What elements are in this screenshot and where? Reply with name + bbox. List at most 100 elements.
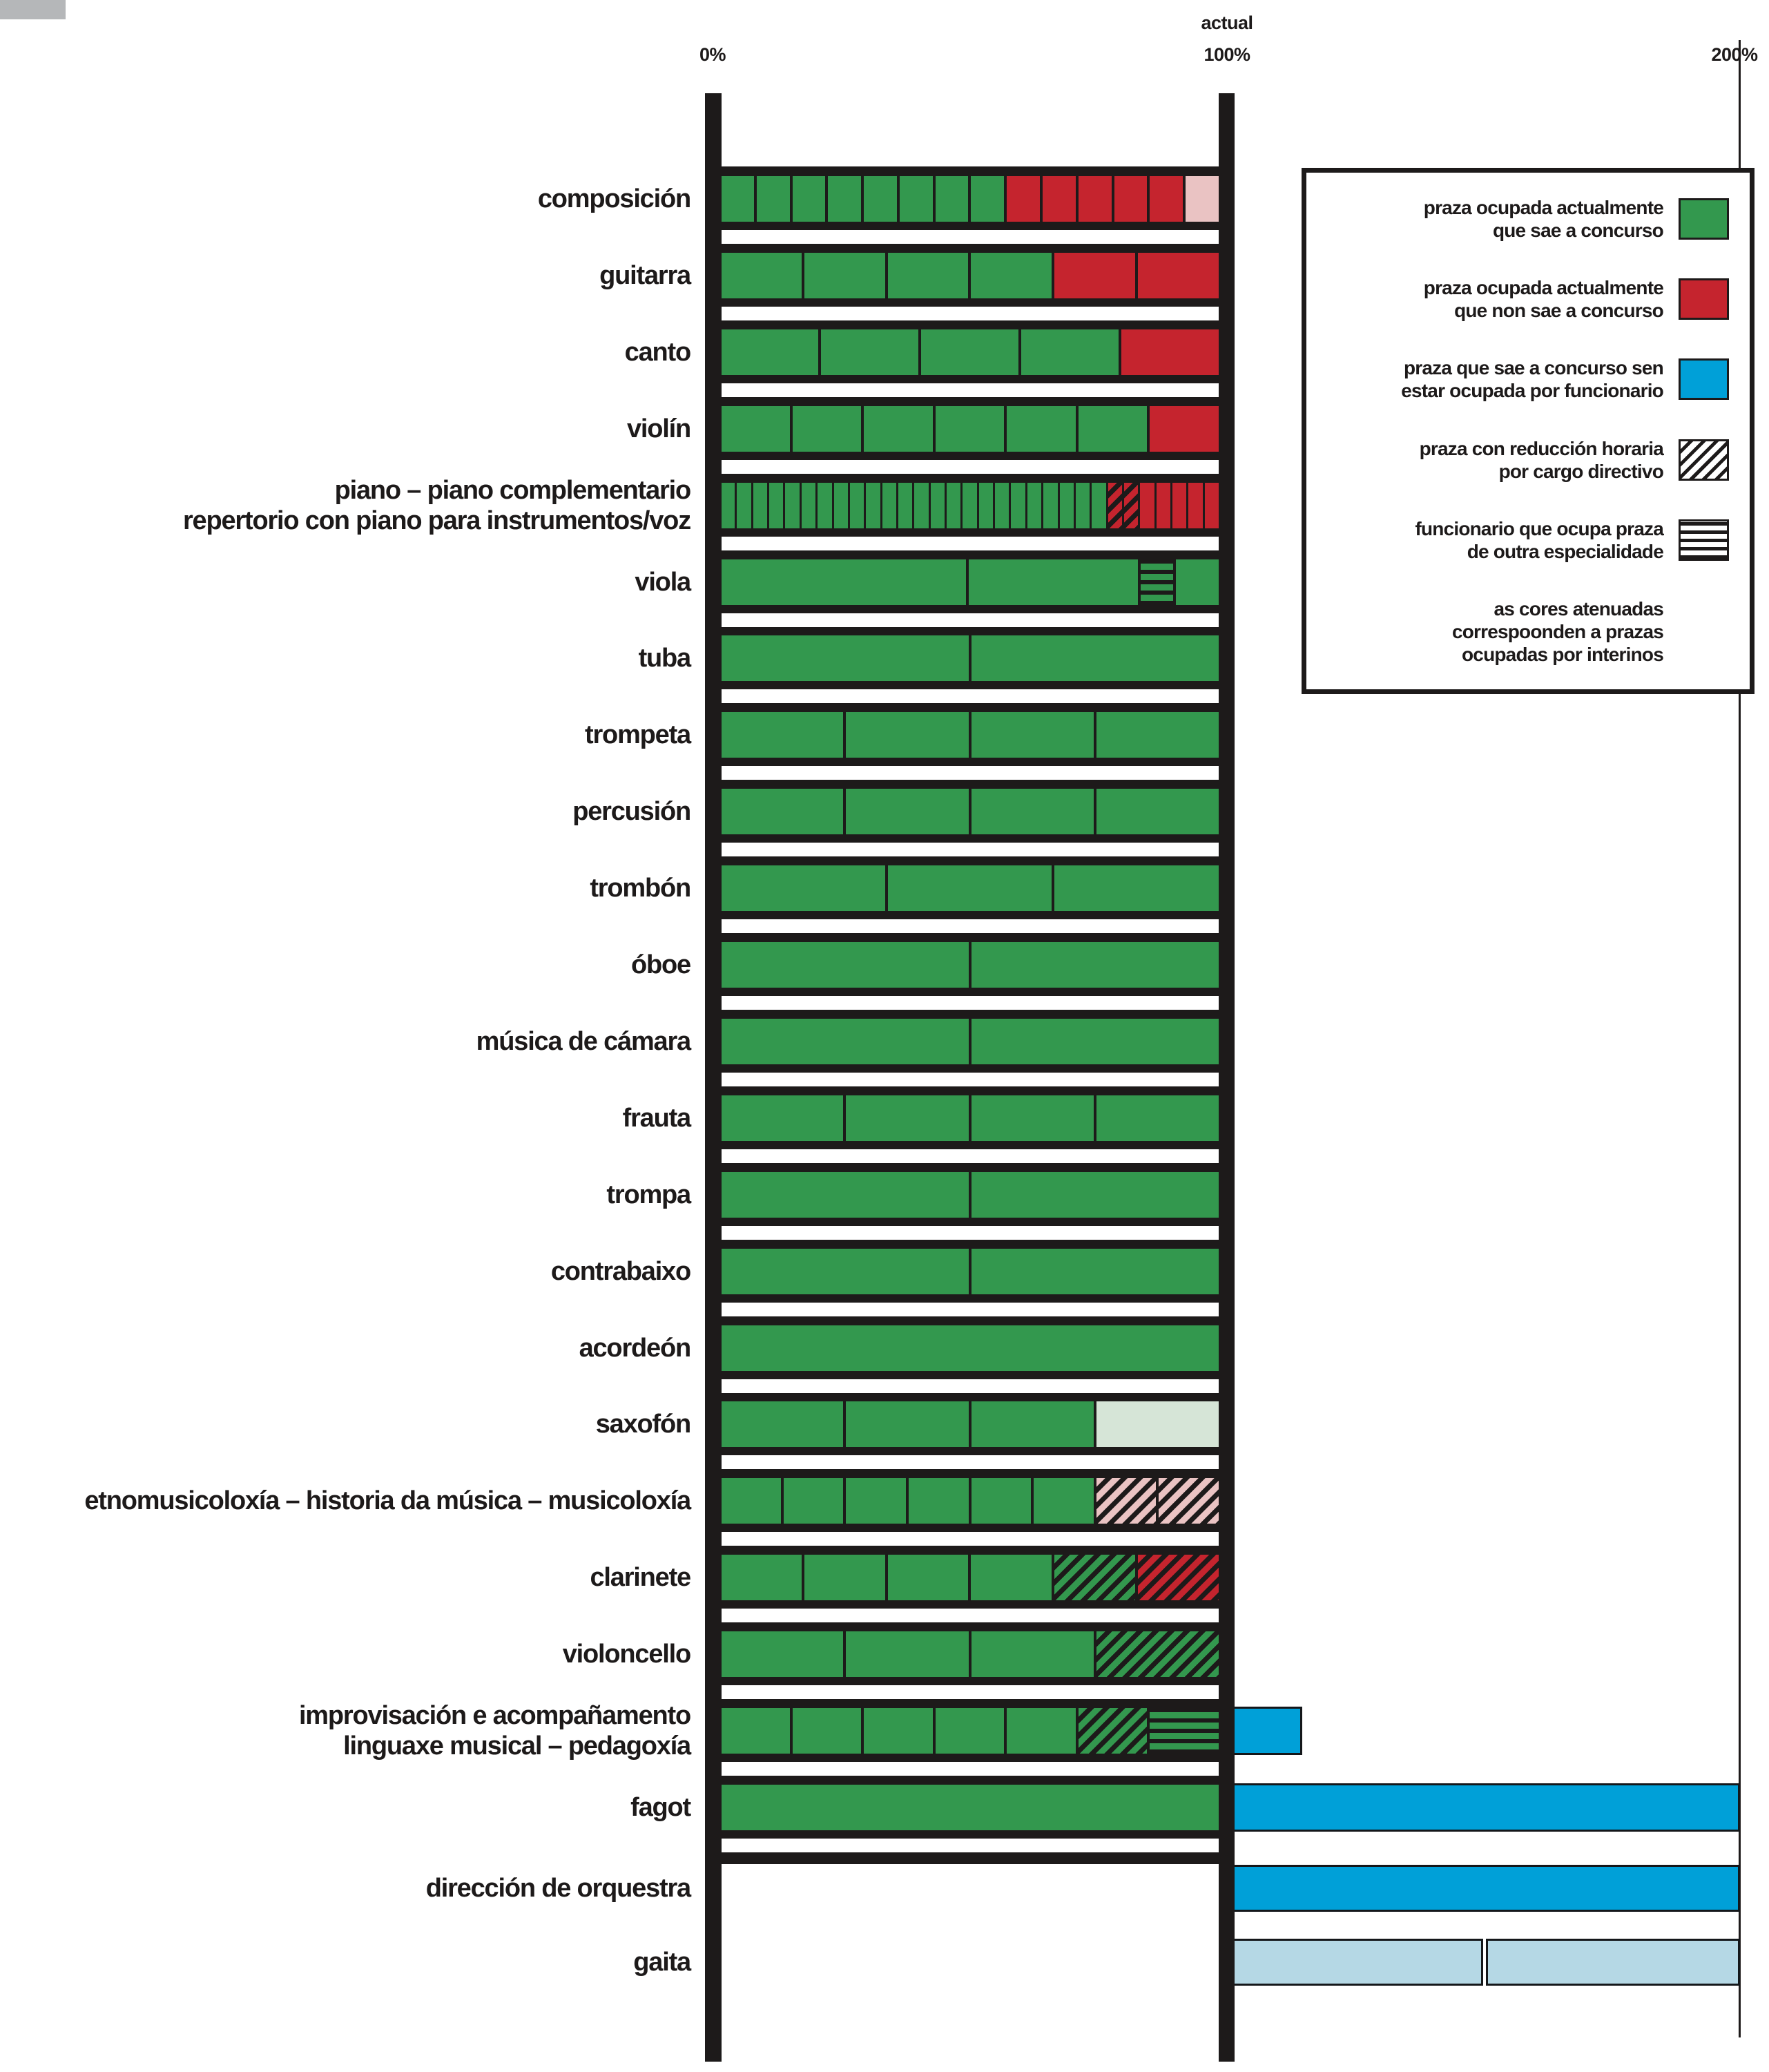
- bar-segment-green: [971, 1555, 1052, 1601]
- legend-text-line: que non sae a concurso: [1454, 300, 1664, 322]
- row-label: tuba: [639, 643, 692, 673]
- bar-segment-green: [930, 482, 945, 528]
- row-label: violín: [626, 414, 691, 444]
- legend-text-line: por cargo directivo: [1498, 460, 1664, 482]
- bar-row: [721, 1401, 1219, 1448]
- legend-text-line: praza con reducción horaria: [1419, 437, 1664, 459]
- bar-segment-green: [1092, 482, 1106, 528]
- legend-item: praza que sae a concurso sen estar ocupad…: [1320, 356, 1729, 402]
- bar-segment-green: [721, 176, 754, 222]
- legend-item: as cores atenuadas correspoonden a prazas…: [1320, 597, 1729, 666]
- bar-segment-green: [721, 405, 790, 452]
- bar-segment-green: [846, 1631, 969, 1678]
- row-separator: [721, 689, 1219, 704]
- legend-item-text: praza con reducción horaria por cargo dir…: [1419, 437, 1664, 483]
- bar-row: [721, 405, 1219, 452]
- bar-segment-red-diag: [1123, 482, 1139, 528]
- row-label-line: piano – piano complementario: [334, 475, 692, 505]
- bar-segment-green: [792, 1708, 862, 1754]
- bar-segment-green: [792, 405, 862, 452]
- bar-segment-green: [721, 1555, 802, 1601]
- row-separator: [721, 996, 1219, 1010]
- row-label-line: percusión: [572, 797, 691, 827]
- bar-row: [721, 559, 1219, 605]
- corner-artifact: [0, 0, 66, 19]
- bar-segment-green: [721, 1171, 969, 1218]
- legend-item-text: praza ocupada actualmente que sae a concu…: [1424, 196, 1664, 242]
- bar-segment-pink-diag: [1096, 1478, 1157, 1524]
- gridline-200-percent: [1739, 40, 1741, 2037]
- row-label-line: fagot: [630, 1792, 691, 1822]
- rail-100-percent: [1219, 93, 1235, 2062]
- bar-segment-green: [887, 252, 969, 298]
- bar-row: [721, 1018, 1219, 1064]
- row-separator: [721, 1455, 1219, 1470]
- bar-row: [721, 252, 1219, 298]
- row-label: música de cámara: [476, 1026, 692, 1057]
- bar-segment-green: [721, 942, 969, 988]
- legend-item-text: funcionario que ocupa praza de outra espe…: [1415, 517, 1663, 563]
- over-bar-blue: [1229, 1783, 1740, 1832]
- bar-segment-red: [1150, 405, 1219, 452]
- bar-segment-green: [1059, 482, 1074, 528]
- legend-swatch-hlines: [1679, 519, 1729, 561]
- bar-segment-green-diag: [1078, 1708, 1148, 1754]
- row-label-line: repertorio con piano para instrumentos/v…: [182, 506, 691, 535]
- row-label-line: composición: [537, 184, 691, 213]
- bar-segment-green: [971, 1248, 1219, 1294]
- row-separator: [721, 1225, 1219, 1240]
- bar-segment-red: [1204, 482, 1219, 528]
- bar-segment-green: [1075, 482, 1090, 528]
- bar-segment-green: [971, 1171, 1219, 1218]
- bar-segment-green: [785, 482, 800, 528]
- legend-item: praza ocupada actualmente que non sae a c…: [1320, 276, 1729, 322]
- over-bar-blue-pale: [1229, 1939, 1483, 1986]
- bar-segment-green: [971, 1401, 1094, 1448]
- row-label: piano – piano complementario repertorio c…: [182, 475, 692, 536]
- row-separator: [721, 230, 1219, 244]
- bar-segment-green: [721, 1631, 844, 1678]
- bar-segment-green: [968, 559, 1138, 605]
- row-label: viola: [635, 567, 691, 597]
- bar-segment-green: [1007, 405, 1076, 452]
- row-label-line: violoncello: [562, 1640, 691, 1669]
- bar-segment-green-hlines: [1150, 1708, 1219, 1754]
- legend-text-line: praza ocupada actualmente: [1423, 277, 1664, 299]
- bar-segment-green: [721, 252, 802, 298]
- row-label-line: frauta: [622, 1103, 692, 1133]
- bar-segment-red: [1114, 176, 1148, 222]
- bar-segment-green: [828, 176, 862, 222]
- bar-segment-green: [753, 482, 768, 528]
- row-label: guitarra: [599, 260, 691, 291]
- bar-segment-green: [1011, 482, 1025, 528]
- bar-segment-green: [721, 1095, 844, 1141]
- legend-item: praza con reducción horaria por cargo dir…: [1320, 437, 1729, 483]
- bar-segment-red-diag: [1138, 1555, 1219, 1601]
- bar-segment-green: [995, 482, 1009, 528]
- bar-row: [721, 329, 1219, 375]
- bar-segment-green: [721, 865, 885, 912]
- row-label: composición: [537, 184, 691, 214]
- bar-segment-red: [1054, 252, 1136, 298]
- bar-segment-green: [1027, 482, 1042, 528]
- bar-segment-green: [721, 482, 735, 528]
- row-label: trompa: [606, 1180, 691, 1210]
- row-label: óboe: [631, 950, 691, 980]
- row-separator: [721, 1838, 1219, 1852]
- bar-segment-green: [971, 712, 1094, 758]
- row-separator: [721, 919, 1219, 934]
- legend-item-text: praza ocupada actualmente que non sae a c…: [1423, 276, 1664, 322]
- row-separator: [721, 1532, 1219, 1546]
- row-label: saxofón: [596, 1409, 691, 1439]
- bar-segment-green: [1096, 1095, 1219, 1141]
- bar-segment-green: [721, 1708, 790, 1754]
- row-label-line: dirección de orquestra: [425, 1874, 691, 1903]
- row-label-line: violín: [626, 414, 691, 443]
- bar-segment-green: [908, 1478, 969, 1524]
- bar-segment-green: [971, 252, 1052, 298]
- row-separator: [721, 613, 1219, 627]
- bar-segment-green: [1096, 789, 1219, 835]
- bar-segment-green: [1054, 865, 1219, 912]
- row-separator: [721, 1762, 1219, 1776]
